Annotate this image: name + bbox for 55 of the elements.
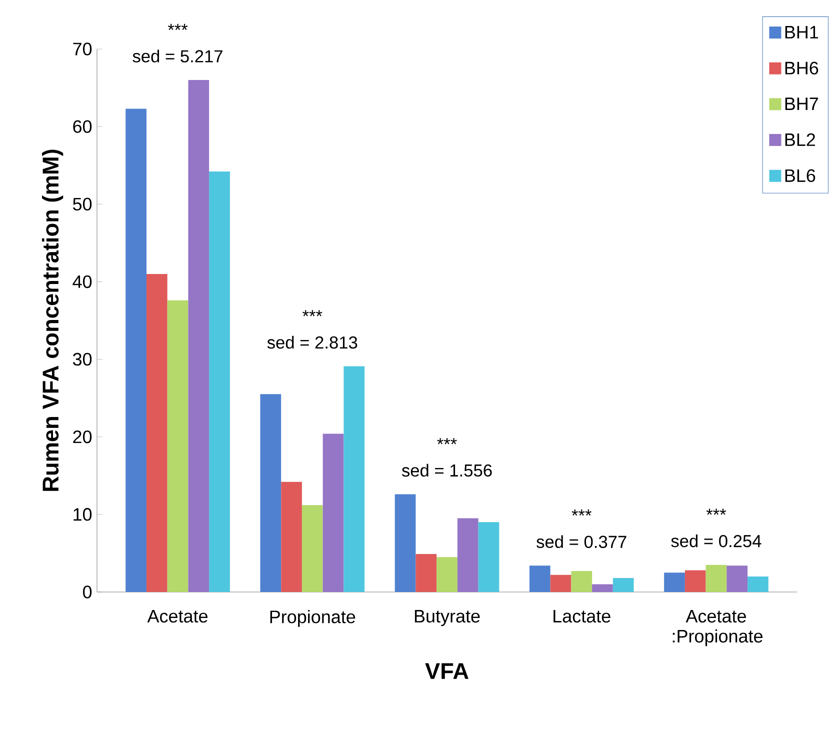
legend-label: BH7 (785, 98, 818, 110)
legend-label: BL6 (785, 169, 816, 182)
annotation: sed = 1.556 (402, 464, 492, 477)
legend-label: BH1 (785, 26, 818, 38)
bar (684, 570, 706, 592)
x-tick-label: Butyrate (414, 610, 480, 626)
y-tick-label: 10 (74, 508, 92, 521)
annotation: *** (706, 508, 726, 515)
x-tick-label: Propionate (270, 610, 356, 627)
bar (394, 494, 416, 592)
bar (550, 574, 572, 592)
bar (726, 566, 748, 592)
bar (188, 80, 210, 592)
x-axis-title: VFA (425, 663, 468, 679)
legend-label: BH6 (785, 62, 818, 74)
bar (457, 518, 478, 592)
bar (706, 564, 727, 592)
bar (529, 566, 550, 592)
y-tick-label: 0 (82, 586, 92, 598)
bar (478, 522, 500, 592)
bar (592, 584, 613, 592)
bar (260, 394, 282, 592)
bar (436, 557, 458, 592)
annotation: *** (302, 310, 322, 316)
bar (146, 274, 168, 592)
y-tick-label: 70 (73, 42, 92, 56)
text: *** (168, 24, 188, 30)
bar (322, 434, 344, 592)
y-tick-label: 50 (72, 198, 92, 210)
bar (571, 571, 592, 592)
annotation: sed = 5.217 (132, 50, 222, 62)
x-tick-label: Lactate (554, 610, 610, 623)
bar (748, 576, 768, 592)
bar (281, 482, 302, 592)
bar (302, 505, 323, 592)
bar (167, 300, 188, 592)
y-axis-title: Rumen VFA concentration (mM) (42, 150, 64, 491)
bar (612, 578, 634, 592)
bar (209, 172, 230, 592)
legend-label: BL2 (785, 133, 816, 146)
y-tick-label: 60 (73, 120, 92, 133)
bar (416, 554, 437, 592)
y-tick-label: 40 (72, 275, 92, 288)
annotation: *** (572, 509, 592, 516)
annotation: sed = 0.377 (536, 535, 626, 548)
annotation: sed = 2.813 (267, 336, 358, 349)
bar (126, 108, 146, 592)
bar (664, 572, 685, 592)
annotation: sed = 0.254 (671, 534, 762, 548)
bar (344, 366, 365, 592)
x-tick-label: Acetate :Propionate (672, 610, 762, 646)
y-tick-label: 20 (73, 430, 92, 444)
annotation: *** (437, 438, 457, 444)
x-tick-label: Acetate (147, 610, 208, 623)
y-tick-label: 30 (72, 352, 92, 366)
